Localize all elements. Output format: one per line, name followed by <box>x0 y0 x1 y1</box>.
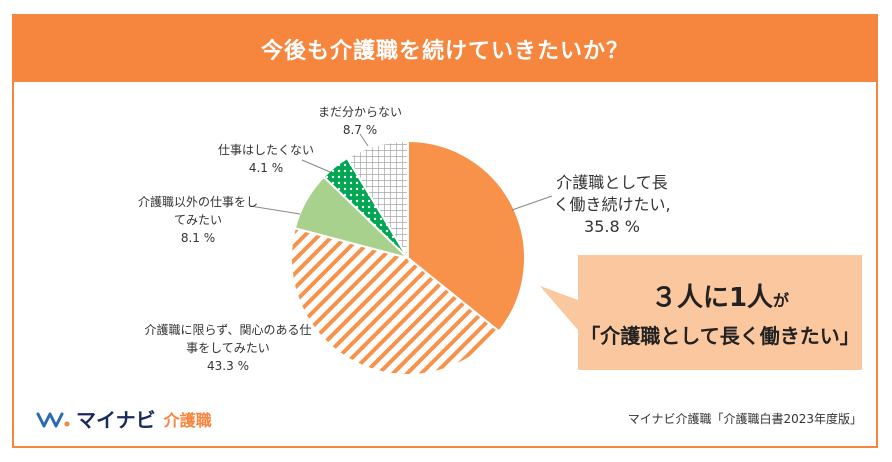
pie-slice-0 <box>407 139 526 333</box>
callout-box <box>540 255 862 370</box>
slice-label-s3: 仕事はしたくない <box>218 143 314 157</box>
slice-label-s4: まだ分からない <box>318 105 402 119</box>
leader-line-s2 <box>249 205 301 215</box>
slice-label-s2-line2: てみたい <box>174 213 222 227</box>
slice-value-s2: 8.1 % <box>181 231 215 245</box>
chart-title: 今後も介護職を続けていきたいか？ <box>14 16 876 82</box>
slice-label-s1-line2: 事をしてみたい <box>186 341 270 355</box>
slice-label-s2-line1: 介護職以外の仕事をし <box>138 194 258 209</box>
slice-label-s0-line1: 介護職として長 <box>556 173 668 192</box>
leader-line-s4 <box>359 133 369 147</box>
callout-line1-a: ３人に <box>651 283 729 313</box>
mynavi-logo-icon <box>36 412 70 427</box>
slice-value-s3: 4.1 % <box>249 161 283 175</box>
source-note: マイナビ介護職「介護職白書2023年度版」 <box>627 412 862 426</box>
pie-slice-1 <box>290 226 501 376</box>
pie-slice-4 <box>345 139 409 262</box>
logo-sub: 介護職 <box>163 410 212 430</box>
slice-value-s4: 8.7 % <box>343 123 377 137</box>
slice-value-s1: 43.3 % <box>207 359 249 373</box>
slice-value-s0: 35.8 % <box>584 217 640 236</box>
callout-line1-c: が <box>773 291 789 310</box>
slice-label-s1-line1: 介護職に限らず、関心のある仕 <box>145 322 312 337</box>
logo-name: マイナビ <box>76 408 156 432</box>
leader-line-s0 <box>511 195 553 211</box>
callout-line1-b: 1人 <box>729 283 773 313</box>
leader-line-s3 <box>301 159 331 173</box>
callout-line1: ３人に1人が <box>651 283 789 313</box>
callout-line2: 「介護職として長く働きたい」 <box>580 324 859 348</box>
slice-label-s0-line2: く働き続けたい, <box>553 195 670 214</box>
chart-frame: 今後も介護職を続けていきたいか？ <box>12 14 878 448</box>
mynavi-logo: マイナビ 介護職 <box>36 404 212 433</box>
